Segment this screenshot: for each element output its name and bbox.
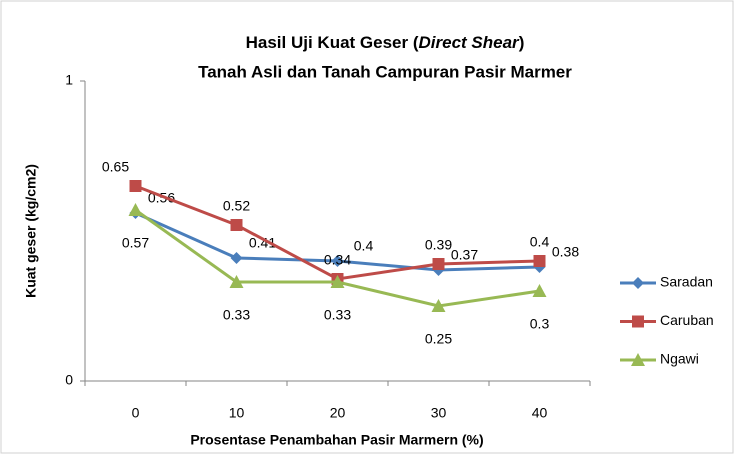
data-label: 0.4 xyxy=(530,234,550,250)
legend-label: Ngawi xyxy=(660,351,699,367)
x-tick-label: 20 xyxy=(330,405,346,421)
y-tick-label: 1 xyxy=(65,72,73,88)
x-tick-label: 30 xyxy=(431,405,447,421)
marker xyxy=(432,258,445,270)
data-label: 0.37 xyxy=(451,247,478,263)
data-label: 0.39 xyxy=(425,237,452,253)
marker xyxy=(129,180,142,192)
data-label: 0.57 xyxy=(122,235,149,251)
x-tick-label: 40 xyxy=(532,405,548,421)
y-tick-label: 0 xyxy=(65,372,73,388)
marker xyxy=(532,284,547,297)
x-axis-title: Prosentase Penambahan Pasir Marmern (%) xyxy=(190,432,483,448)
title-part: Hasil Uji Kuat Geser ( xyxy=(246,33,419,52)
marker xyxy=(230,219,243,231)
data-label: 0.3 xyxy=(530,316,550,332)
marker xyxy=(331,255,344,267)
data-label: 0.25 xyxy=(425,331,452,347)
legend-label: Saradan xyxy=(660,274,713,290)
x-tick-label: 10 xyxy=(229,405,245,421)
data-label: 0.41 xyxy=(249,235,276,251)
marker xyxy=(632,277,644,289)
title-part: Direct Shear xyxy=(419,33,521,52)
legend-label: Caruban xyxy=(660,312,714,328)
marker xyxy=(431,299,446,312)
data-label: 0.33 xyxy=(324,307,351,323)
data-label: 0.34 xyxy=(324,252,351,268)
marker xyxy=(230,252,243,264)
y-axis-title: Kuat geser (kg/cm2) xyxy=(23,164,39,298)
chart-title: Hasil Uji Kuat Geser (Direct Shear) xyxy=(246,33,525,52)
marker xyxy=(330,275,345,288)
marker xyxy=(533,255,546,267)
data-label: 0.38 xyxy=(552,244,579,260)
data-label: 0.33 xyxy=(223,307,250,323)
x-tick-label: 0 xyxy=(132,405,140,421)
marker xyxy=(128,203,143,216)
title-part: ) xyxy=(519,33,525,52)
data-label: 0.65 xyxy=(102,159,129,175)
chart-subtitle: Tanah Asli dan Tanah Campuran Pasir Marm… xyxy=(198,62,572,81)
marker xyxy=(229,275,244,288)
data-label: 0.4 xyxy=(354,238,374,254)
marker xyxy=(632,315,644,328)
data-label: 0.52 xyxy=(223,198,250,214)
marker xyxy=(631,353,645,366)
